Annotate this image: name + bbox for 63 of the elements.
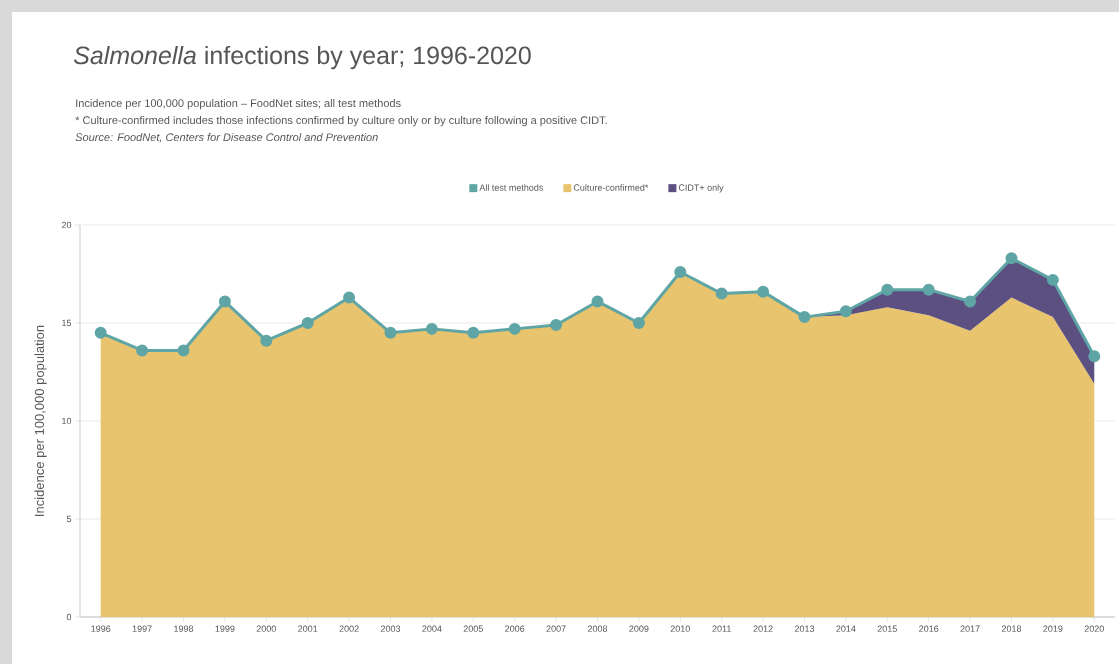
x-tick-label: 2008	[587, 625, 608, 632]
x-tick-label: 2007	[546, 625, 566, 632]
point	[881, 283, 894, 296]
x-tick-label: 2014	[836, 625, 856, 632]
x-tick-label: 1997	[132, 625, 152, 632]
y-tick-label: 15	[62, 319, 72, 327]
x-tick-label: 1999	[215, 625, 235, 632]
point	[757, 285, 770, 298]
x-tick-label: 1998	[174, 625, 194, 632]
point	[260, 334, 273, 347]
text: * Culture-confirmed includes those infections confirmed by culture only or by culture following a positive CIDT.	[75, 116, 607, 127]
point	[136, 344, 149, 357]
point	[591, 295, 604, 308]
x-tick-label: 2009	[629, 625, 649, 632]
x-tick-label: 2010	[670, 625, 690, 632]
x-tick-label: 2016	[919, 625, 939, 632]
point	[1088, 350, 1101, 363]
point	[798, 311, 811, 324]
x-tick-label: 2012	[753, 625, 773, 632]
x-tick-label: 2001	[298, 625, 318, 632]
y-tick-label: 5	[66, 515, 72, 523]
point	[550, 318, 563, 331]
legend-label: Culture-confirmed*	[573, 184, 649, 191]
point	[384, 326, 397, 339]
point	[1046, 273, 1059, 286]
point	[343, 291, 356, 304]
y-tick-label: 10	[62, 417, 72, 425]
x-tick-label: 2019	[1043, 625, 1063, 632]
x-tick-label: 2002	[339, 625, 359, 632]
x-tick-label: 2003	[380, 625, 401, 632]
point	[632, 317, 645, 329]
y-tick-label: 0	[66, 613, 72, 621]
point	[218, 295, 231, 308]
x-tick-label: 2018	[1001, 625, 1022, 632]
point	[425, 322, 438, 335]
point	[1005, 252, 1018, 265]
x-tick-label: 2000	[256, 625, 276, 632]
x-tick-label: 2013	[794, 625, 815, 632]
point	[674, 266, 687, 279]
x-tick-label: 2011	[712, 625, 731, 632]
x-tick-label: 2005	[463, 625, 483, 632]
point	[715, 287, 728, 300]
legend-label: CIDT+ only	[678, 184, 724, 193]
legend-label: All test methods	[479, 184, 544, 191]
x-tick-label: 2020	[1084, 625, 1104, 632]
x-tick-label: 2015	[877, 625, 897, 632]
x-tick-label: 2004	[422, 625, 442, 632]
y-tick-label: 20	[61, 221, 72, 229]
chart-subtitle: Incidence per 100,000 population – FoodNet sites; all test methods	[76, 99, 401, 110]
point	[922, 283, 935, 296]
point	[467, 326, 480, 339]
x-tick-label: 2006	[505, 625, 525, 632]
y-axis-title: Incidence per 100,000 population	[34, 325, 47, 516]
x-tick-label: 2017	[960, 625, 980, 632]
chart-title: Salmonella infections by year; 1996-2020	[73, 45, 531, 70]
point	[94, 326, 107, 339]
point	[508, 322, 521, 335]
source-note: Source: FoodNet, Centers for Disease Control and Prevention	[75, 133, 378, 143]
x-tick-label: 1996	[91, 625, 111, 632]
point	[177, 344, 190, 357]
point	[964, 295, 977, 308]
point	[301, 317, 314, 329]
point	[839, 305, 852, 318]
